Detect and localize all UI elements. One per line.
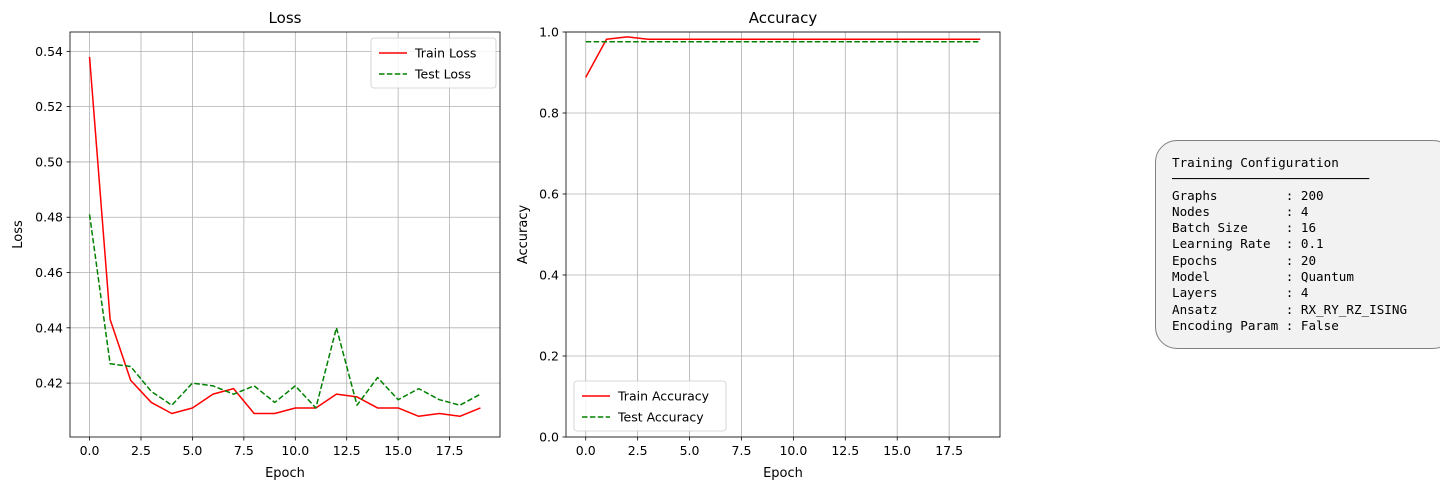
config-line: Batch Size : 16 — [1172, 220, 1317, 236]
x-tick-label: 5.0 — [182, 443, 202, 458]
plot-1 — [562, 31, 1001, 441]
y-tick-label: 0.54 — [35, 44, 63, 59]
config-line: Layers : 4 — [1172, 285, 1309, 301]
legend-box — [573, 380, 727, 432]
legend-box — [370, 37, 497, 89]
axes-frame — [69, 31, 501, 438]
y-tick-label: 0.0 — [539, 430, 559, 445]
x-tick-label: 2.5 — [628, 443, 648, 458]
config-line: ────────────────────────── — [1172, 171, 1370, 187]
x-axis-label: Epoch — [265, 466, 305, 481]
x-tick-label: 10.0 — [779, 443, 807, 458]
x-tick-label: 17.5 — [436, 443, 464, 458]
chart-title: Accuracy — [749, 9, 818, 27]
x-tick-label: 0.0 — [80, 443, 100, 458]
y-tick-label: 0.44 — [35, 320, 63, 335]
chart-title: Loss — [269, 9, 302, 27]
series-line-train-loss — [88, 56, 481, 418]
config-line: Model : Quantum — [1172, 269, 1354, 285]
y-tick-label: 0.2 — [539, 349, 559, 364]
series-line-train-accuracy — [585, 36, 981, 78]
config-line: Learning Rate : 0.1 — [1172, 236, 1324, 252]
legend-label: Test Loss — [414, 67, 471, 82]
series-line-test-loss — [88, 214, 481, 409]
y-tick-label: 0.4 — [539, 268, 559, 283]
y-tick-label: 0.8 — [539, 106, 559, 121]
config-line: Ansatz : RX_RY_RZ_ISING — [1172, 301, 1408, 317]
y-tick-label: 1.0 — [539, 25, 559, 40]
training-configuration-box: Training Configuration ─────────────────… — [1155, 140, 1440, 349]
y-tick-label: 0.50 — [35, 154, 63, 169]
config-line: Nodes : 4 — [1172, 203, 1309, 219]
x-tick-label: 15.0 — [883, 443, 911, 458]
x-tick-label: 7.5 — [732, 443, 752, 458]
config-line: Encoding Param : False — [1172, 317, 1339, 333]
y-tick-label: 0.42 — [35, 376, 63, 391]
legend-label: Train Accuracy — [617, 389, 710, 404]
axes-frame — [565, 31, 1001, 438]
config-line: Graphs : 200 — [1172, 187, 1324, 203]
x-tick-label: 15.0 — [384, 443, 412, 458]
plot-0 — [66, 31, 501, 441]
y-tick-label: 0.46 — [35, 265, 63, 280]
x-tick-label: 10.0 — [281, 443, 309, 458]
x-tick-label: 0.0 — [576, 443, 596, 458]
x-tick-label: 12.5 — [333, 443, 361, 458]
y-tick-label: 0.52 — [35, 99, 63, 114]
x-tick-label: 5.0 — [680, 443, 700, 458]
x-tick-label: 7.5 — [234, 443, 254, 458]
training-configuration-text: Training Configuration ─────────────────… — [1172, 155, 1440, 334]
y-tick-label: 0.6 — [539, 187, 559, 202]
x-axis-label: Epoch — [763, 466, 803, 481]
x-tick-label: 17.5 — [935, 443, 963, 458]
legend-label: Train Loss — [414, 46, 476, 61]
x-tick-label: 12.5 — [831, 443, 859, 458]
x-tick-label: 2.5 — [131, 443, 151, 458]
y-axis-label: Loss — [11, 220, 26, 249]
legend-label: Test Accuracy — [617, 410, 704, 425]
config-line: Epochs : 20 — [1172, 252, 1317, 268]
y-axis-label: Accuracy — [516, 205, 531, 265]
config-line: Training Configuration — [1172, 155, 1339, 170]
y-tick-label: 0.48 — [35, 210, 63, 225]
